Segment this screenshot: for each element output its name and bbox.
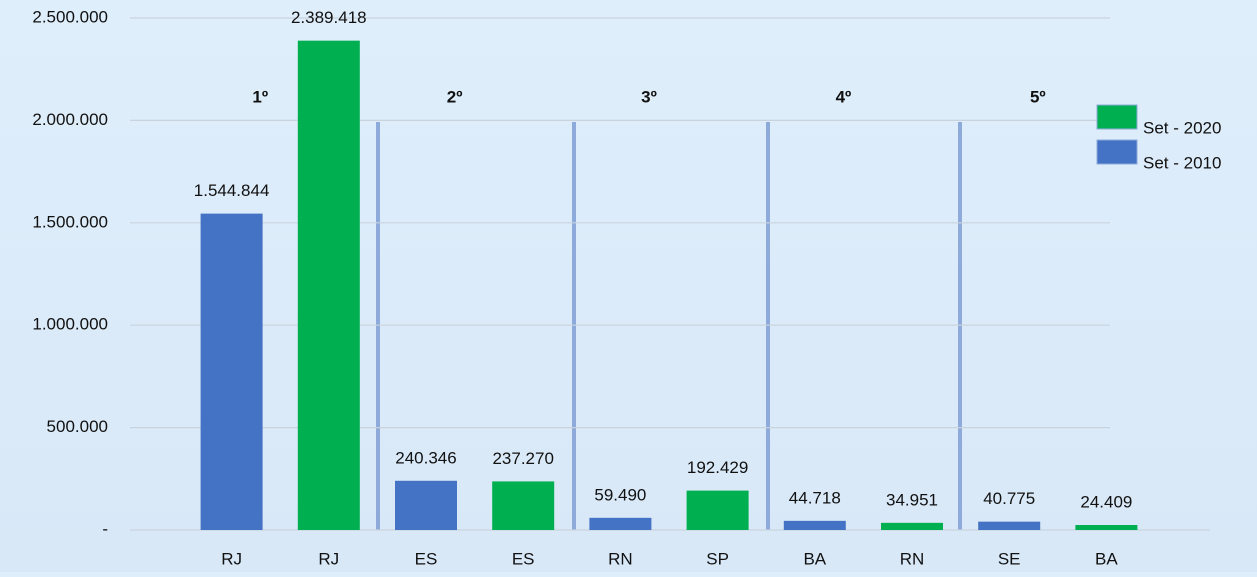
y-tick-label: - (102, 519, 108, 538)
rank-label: 4º (836, 87, 852, 106)
bar (589, 517, 652, 530)
x-tick-label: RJ (318, 549, 339, 568)
y-tick-label: 1.500.000 (32, 212, 108, 231)
bar (492, 481, 555, 530)
x-tick-label: SE (998, 549, 1021, 568)
legend-label: Set - 2020 (1143, 118, 1221, 137)
rank-label: 1º (252, 87, 268, 106)
value-label: 237.270 (492, 449, 553, 468)
x-tick-label: RJ (221, 549, 242, 568)
x-tick-label: RN (900, 549, 925, 568)
x-tick-label: BA (1095, 549, 1118, 568)
x-tick-label: RN (608, 549, 633, 568)
value-label: 192.429 (687, 458, 748, 477)
bar (978, 521, 1041, 530)
y-tick-label: 2.500.000 (32, 7, 108, 26)
legend-swatch (1096, 139, 1138, 165)
value-label: 34.951 (886, 490, 938, 509)
rank-label: 3º (641, 87, 657, 106)
y-tick-label: 2.000.000 (32, 110, 108, 129)
y-tick-label: 1.000.000 (32, 315, 108, 334)
value-label: 40.775 (983, 489, 1035, 508)
bar (200, 213, 263, 530)
bar (1075, 525, 1138, 530)
rank-label: 5º (1030, 87, 1046, 106)
value-label: 1.544.844 (194, 181, 270, 200)
bar (395, 480, 457, 530)
x-tick-label: SP (706, 549, 729, 568)
x-tick-label: ES (415, 549, 438, 568)
bar (297, 40, 360, 531)
bar (686, 490, 749, 530)
value-label: 59.490 (594, 485, 646, 504)
value-label: 44.718 (789, 488, 841, 507)
value-label: 24.409 (1080, 492, 1132, 511)
value-label: 240.346 (395, 448, 456, 467)
y-tick-label: 500.000 (47, 417, 108, 436)
bar (881, 522, 943, 530)
value-label: 2.389.418 (291, 8, 367, 27)
legend-swatch (1096, 104, 1138, 130)
x-tick-label: ES (512, 549, 535, 568)
bar (783, 520, 846, 530)
rank-label: 2º (447, 87, 463, 106)
legend-label: Set - 2010 (1143, 153, 1221, 172)
x-tick-label: BA (803, 549, 826, 568)
